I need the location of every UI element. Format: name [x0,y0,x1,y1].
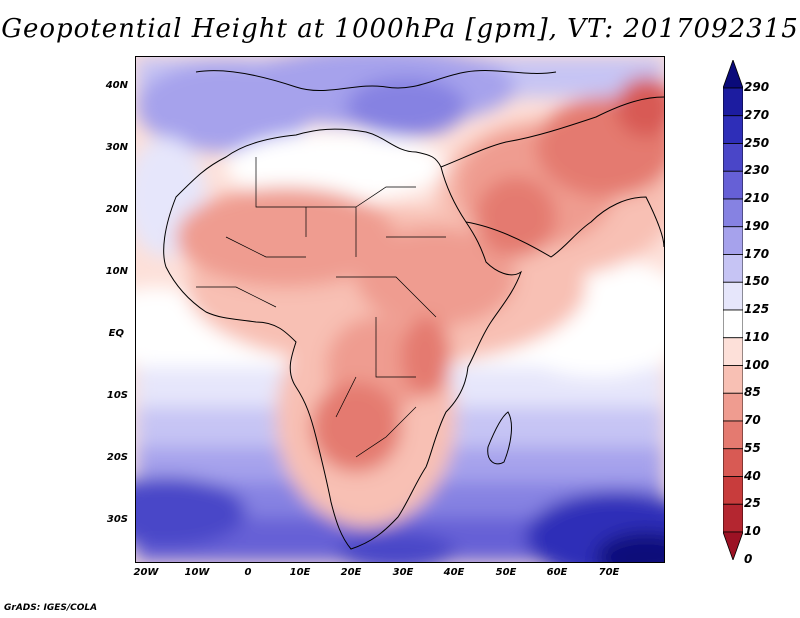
map-canvas [136,57,664,562]
colorbar-cell [723,170,743,200]
lon-label: 50E [495,567,517,578]
colorbar-label: 25 [744,496,761,511]
colorbar-label: 125 [744,302,770,316]
colorbar-label: 100 [744,357,770,372]
colorbar-label: 250 [744,135,770,150]
lon-label: 10W [184,567,210,578]
lat-label: 20S [106,452,128,463]
colorbar-cell [723,115,743,144]
colorbar-cell [723,281,743,311]
lon-label: 10E [289,567,311,578]
country-borders [196,157,446,458]
europe-coast [195,70,557,91]
map-panel [135,56,665,563]
lat-label: 30N [105,142,128,153]
africa-outline [163,128,522,550]
colorbar-cell [723,503,743,533]
colorbar-label: 290 [744,80,770,94]
lat-label: 20N [105,204,128,215]
colorbar-cells [723,60,743,560]
colorbar-cell [723,226,743,255]
coastlines [163,70,664,550]
colorbar-label: 170 [744,246,770,261]
lat-label: EQ [108,328,124,339]
colorbar-label: 210 [744,191,770,205]
colorbar-cell [723,392,743,422]
colorbar-label: 270 [744,107,770,122]
colorbar-label: 110 [744,329,770,344]
lat-label: 40N [105,80,128,91]
colorbar-label: 0 [744,551,753,566]
colorbar-label: 70 [744,413,761,427]
colorbar-cell [723,420,743,450]
colorbar-cell [723,531,743,560]
colorbar-label: 10 [744,524,761,538]
mideast-coast [440,96,664,168]
colorbar-cell [723,143,743,172]
footer-credit: GrADS: IGES/COLA [4,603,98,613]
lon-label: 60E [546,567,568,578]
colorbar-cell [723,337,743,366]
lon-label: 30E [392,567,414,578]
lat-label: 10N [105,266,128,277]
lat-label: 10S [106,390,128,401]
arabia-coast [465,196,664,258]
colorbar [723,60,743,560]
colorbar-cell [723,448,743,477]
lat-label: 30S [106,514,128,525]
lon-label: 20E [340,567,362,578]
colorbar-label: 150 [744,274,770,289]
madagascar-outline [487,411,512,465]
colorbar-cell [723,198,743,228]
colorbar-cell [723,476,743,505]
height-field [136,57,664,562]
lon-label: 20W [133,567,159,578]
lon-label: 0 [244,567,252,578]
colorbar-cell [723,87,743,117]
colorbar-label: 55 [744,440,761,455]
colorbar-label: 230 [744,163,770,178]
colorbar-cell [723,254,743,283]
colorbar-cell [723,365,743,394]
chart-title: Geopotential Height at 1000hPa [gpm], VT… [1,14,799,44]
colorbar-label: 85 [744,385,761,400]
lon-label: 40E [443,567,465,578]
lon-label: 70E [598,567,620,578]
colorbar-cell [723,309,743,339]
colorbar-cell [723,60,743,89]
colorbar-label: 40 [744,468,761,483]
colorbar-label: 190 [744,218,770,233]
